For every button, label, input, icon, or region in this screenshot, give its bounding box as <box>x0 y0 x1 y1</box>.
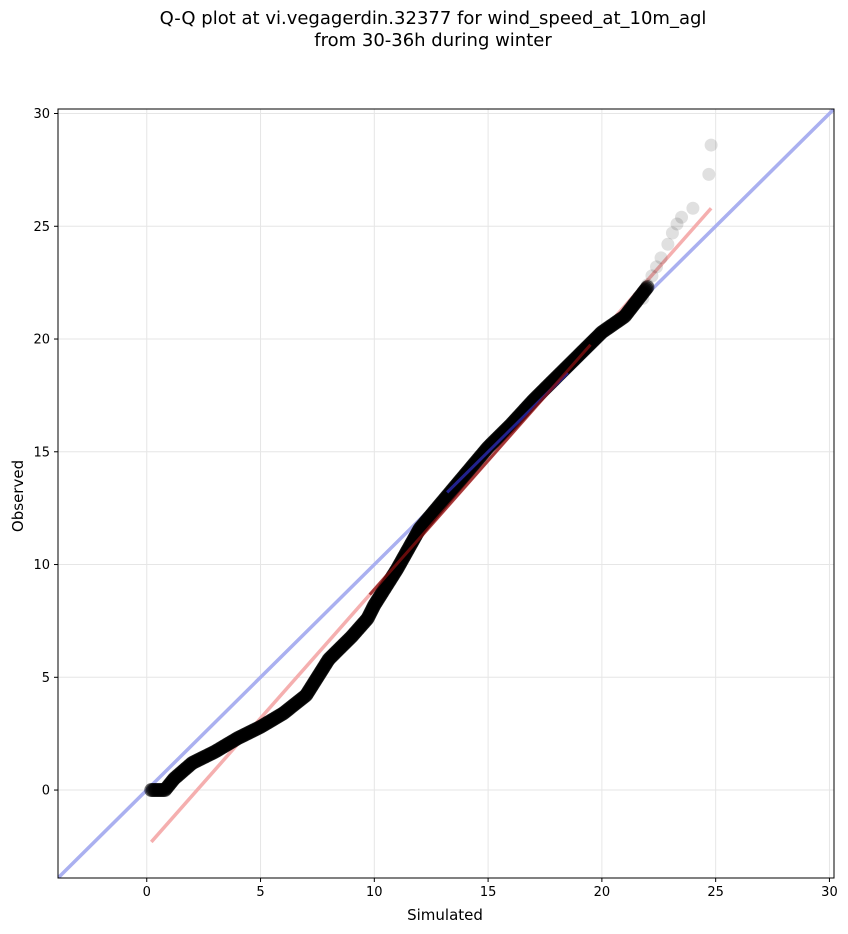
tail-point <box>654 251 668 265</box>
y-tick-label: 0 <box>42 784 50 799</box>
chart-title-line-1: Q-Q plot at vi.vegagerdin.32377 for wind… <box>159 8 707 29</box>
tail-point <box>629 296 643 310</box>
x-axis-label: Simulated <box>407 906 483 924</box>
tail-point <box>704 138 718 152</box>
x-tick-label: 20 <box>594 885 611 900</box>
quantile-point <box>640 280 655 295</box>
tail-point <box>686 201 700 215</box>
x-tick-label: 25 <box>707 885 724 900</box>
y-tick-label: 10 <box>33 558 50 573</box>
y-axis-label: Observed <box>9 460 27 532</box>
y-tick-label: 25 <box>33 220 50 235</box>
tail-point <box>670 217 684 231</box>
tail-point <box>675 210 689 224</box>
tail-point <box>649 260 663 274</box>
tail-point <box>661 237 675 251</box>
chart-title: Q-Q plot at vi.vegagerdin.32377 for wind… <box>0 8 848 52</box>
x-tick-label: 30 <box>821 885 838 900</box>
axis-ticks: 0 5 10 15 20 25 30 0 5 10 15 20 25 30 <box>33 107 837 900</box>
y-tick-label: 30 <box>33 107 50 122</box>
grid-layer <box>58 109 834 878</box>
tail-point <box>665 226 679 240</box>
y-tick-label: 15 <box>33 445 50 460</box>
tail-point <box>702 167 716 181</box>
fit-line-overlap <box>368 343 592 596</box>
x-tick-label: 5 <box>256 885 264 900</box>
tail-point <box>640 278 654 292</box>
plot-frame <box>57 108 835 879</box>
x-tick-label: 10 <box>366 885 383 900</box>
chart-title-line-2: from 30-36h during winter <box>314 30 552 51</box>
y-tick-label: 20 <box>33 333 50 348</box>
x-tick-label: 15 <box>480 885 497 900</box>
y-tick-label: 5 <box>42 671 50 686</box>
tail-point <box>636 291 650 305</box>
tail-point <box>645 269 659 283</box>
data-points <box>144 138 718 798</box>
x-tick-label: 0 <box>143 885 151 900</box>
